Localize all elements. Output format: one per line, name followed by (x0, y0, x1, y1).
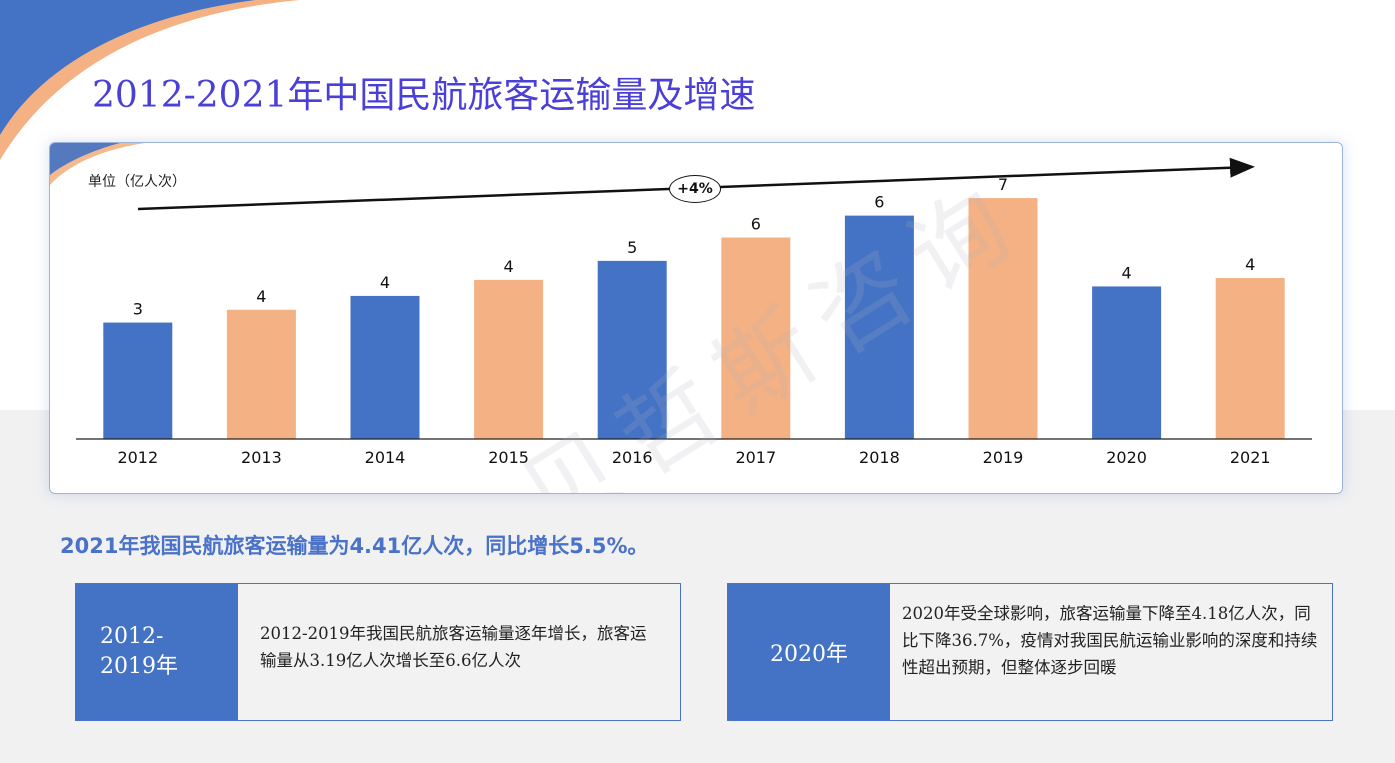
info-box-2012-2019: 2012- 2019年 2012-2019年我国民航旅客运输量逐年增长，旅客运输… (75, 583, 681, 721)
bar-2021 (1215, 278, 1285, 439)
tick-label-2021: 2021 (1230, 448, 1271, 467)
info-box-2020: 2020年 2020年受全球影响，旅客运输量下降至4.18亿人次，同比下降36.… (727, 583, 1333, 721)
data-label-2018: 6 (874, 193, 884, 212)
tick-label-2015: 2015 (488, 448, 529, 467)
page-title: 2012-2021年中国民航旅客运输量及增速 (92, 75, 756, 116)
tick-label-2019: 2019 (983, 448, 1024, 467)
data-label-2013: 4 (256, 287, 266, 306)
corner-decoration (0, 0, 300, 160)
tick-label-2018: 2018 (859, 448, 900, 467)
chart-decoration (50, 143, 145, 185)
bar-2019 (968, 198, 1038, 439)
tick-label-2013: 2013 (241, 448, 282, 467)
info-box-text: 2012-2019年我国民航旅客运输量逐年增长，旅客运输量从3.19亿人次增长至… (260, 624, 647, 670)
info-box-label-line2: 2019年 (100, 654, 178, 679)
bar-2016 (597, 260, 667, 439)
data-label-2020: 4 (1122, 263, 1132, 282)
data-label-2015: 4 (504, 257, 514, 276)
data-label-2016: 5 (627, 238, 637, 257)
bar-2015 (474, 279, 544, 439)
bar-2013 (226, 309, 296, 439)
info-box-label: 2012- 2019年 (76, 584, 238, 720)
tick-label-2017: 2017 (735, 448, 776, 467)
tick-label-2012: 2012 (117, 448, 158, 467)
tick-label-2020: 2020 (1106, 448, 1147, 467)
unit-label: 单位（亿人次） (88, 174, 186, 190)
data-label-2021: 4 (1245, 255, 1255, 274)
bar-2017 (721, 237, 791, 439)
bar-2018 (844, 215, 914, 439)
bar-chart: 3 2012 4 2013 4 2014 4 2015 5 2016 6 2017 6 2018 7 2019… (76, 157, 1312, 467)
data-label-2012: 3 (133, 300, 143, 319)
tick-label-2014: 2014 (365, 448, 406, 467)
data-label-2014: 4 (380, 273, 390, 292)
growth-badge: +4% (669, 175, 721, 203)
bar-2014 (350, 295, 420, 439)
tick-label-2016: 2016 (612, 448, 653, 467)
info-box-label: 2020年 (728, 584, 890, 720)
info-box-label-line1: 2012- (100, 624, 164, 649)
bar-2020 (1092, 286, 1162, 439)
info-box-text: 2020年受全球影响，旅客运输量下降至4.18亿人次，同比下降36.7%，疫情对… (902, 604, 1318, 677)
summary-text: 2021年我国民航旅客运输量为4.41亿人次，同比增长5.5%。 (60, 534, 649, 558)
chart-card: 单位（亿人次） 3 2012 4 2013 4 2014 4 2015 5 2016 6 2017 6 2… (49, 142, 1343, 494)
data-label-2019: 7 (998, 175, 1008, 194)
bar-2012 (103, 322, 173, 439)
data-label-2017: 6 (751, 215, 761, 234)
